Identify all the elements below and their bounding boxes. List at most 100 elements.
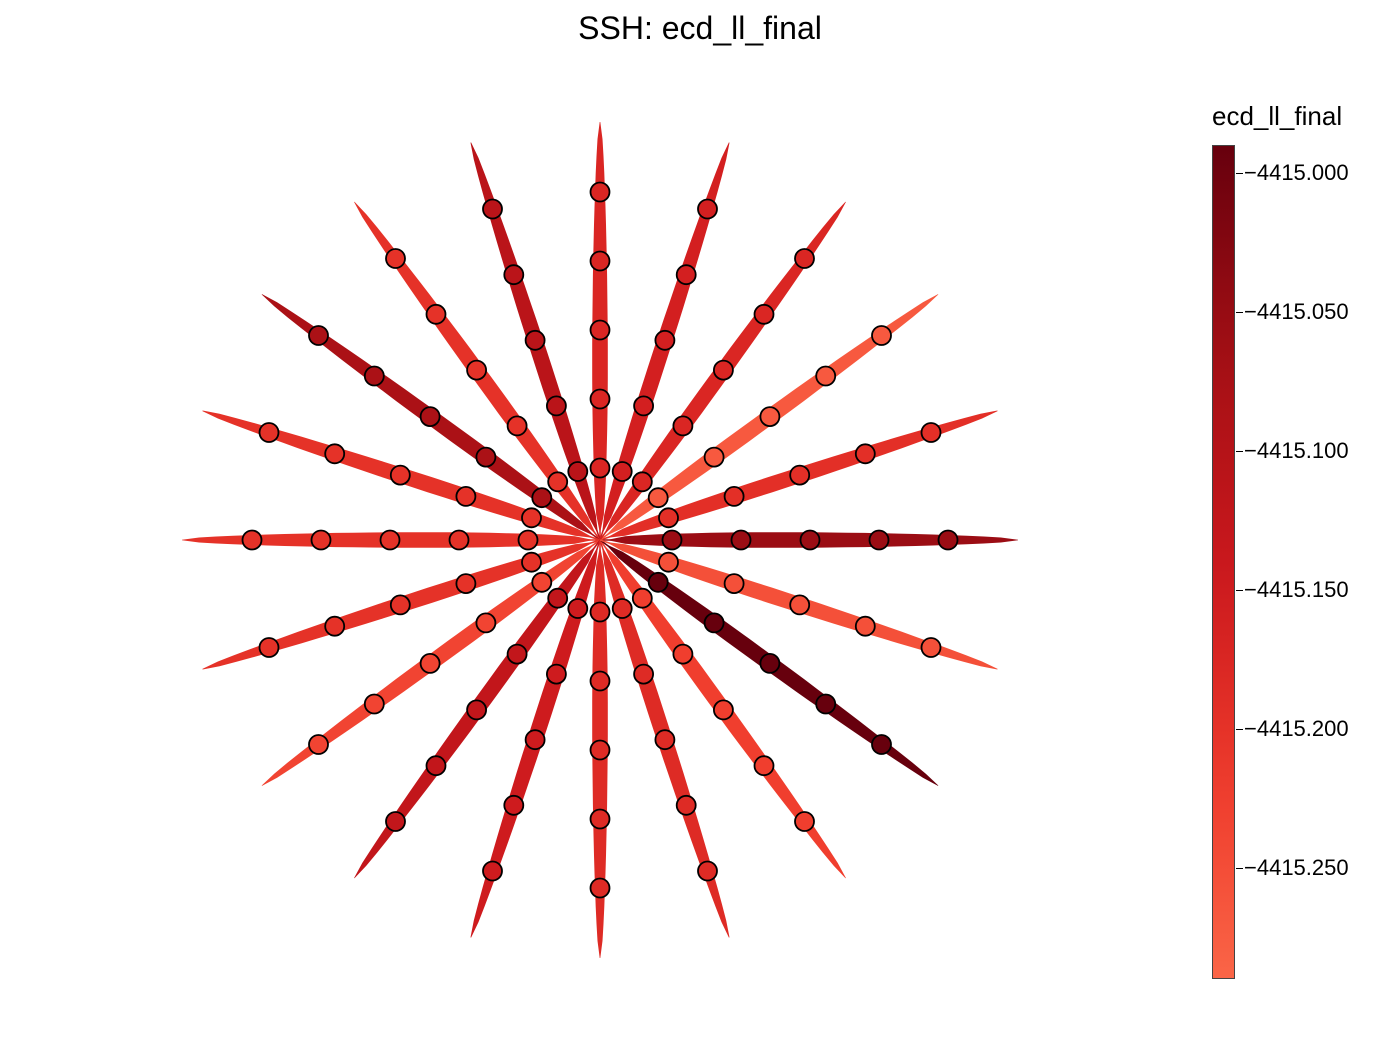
spoke-marker [258, 422, 280, 443]
spoke-marker [547, 587, 569, 609]
spoke-marker [723, 573, 745, 594]
spoke-marker [753, 755, 775, 777]
spoke-marker [868, 529, 890, 551]
spoke-marker [675, 264, 697, 286]
spoke-marker [547, 471, 569, 493]
spoke-marker [324, 615, 346, 637]
colorbar-tick [1236, 450, 1243, 452]
spoke-marker [455, 485, 477, 507]
spoke-marker [611, 461, 633, 482]
spoke-marker [654, 729, 676, 751]
colorbar [1212, 145, 1235, 979]
spoke-marker [455, 573, 477, 594]
spoke-marker [920, 637, 942, 658]
spoke-marker [363, 693, 385, 715]
spoke-marker [697, 860, 718, 882]
spoke-marker [308, 325, 329, 346]
spoke-marker [611, 598, 633, 619]
spoke-marker [815, 693, 837, 715]
spoke-marker [658, 551, 679, 573]
spoke-link [599, 484, 641, 541]
spoke-link [544, 499, 601, 541]
spoke-marker [389, 594, 411, 616]
spoke-marker [589, 250, 611, 272]
spoke-marker [672, 643, 694, 665]
spoke-link [599, 499, 656, 541]
spoke-marker [658, 507, 679, 529]
spoke-marker [419, 406, 441, 428]
chart-title: SSH: ecd_ll_final [578, 10, 822, 46]
spoke-marker [589, 388, 611, 410]
spoke-marker [633, 663, 654, 685]
spoke-marker [589, 457, 611, 479]
spoke-marker [567, 461, 589, 482]
spoke-marker [363, 365, 385, 387]
spoke-marker [466, 699, 488, 721]
spoke-marker [567, 598, 589, 619]
spoke-marker [503, 264, 525, 286]
spoke-marker [759, 653, 781, 674]
colorbar-tick-label: −4415.100 [1244, 437, 1349, 463]
spoke-marker [794, 248, 815, 269]
spoke-marker [531, 487, 553, 509]
spoke-marker [308, 734, 329, 755]
spoke-marker [723, 485, 745, 507]
spoke-marker [448, 529, 470, 551]
spoke-marker [589, 181, 611, 203]
spoke-marker [854, 615, 876, 637]
spoke-marker [675, 794, 697, 816]
spoke-marker [631, 587, 653, 609]
spoke-marker [419, 653, 441, 674]
spoke-marker [531, 571, 553, 593]
spoke-marker [647, 571, 669, 593]
spoke-marker [475, 446, 497, 468]
spoke-marker [521, 507, 542, 529]
spoke-marker [759, 406, 781, 428]
colorbar-tick [1236, 172, 1243, 174]
spoke-link [599, 539, 665, 562]
colorbar-tick-label: −4415.050 [1244, 298, 1349, 324]
colorbar-tick [1236, 728, 1243, 730]
spoke-link [535, 518, 601, 541]
spoke-marker [506, 643, 528, 665]
spoke-marker [713, 699, 734, 721]
spoke-marker [466, 359, 488, 381]
spoke-marker [389, 464, 411, 486]
spoke-link [578, 539, 601, 605]
spoke-marker [794, 811, 815, 832]
spoke-marker [703, 612, 725, 634]
spoke-marker [241, 529, 263, 551]
colorbar-tick-label: −4415.150 [1244, 576, 1349, 602]
spoke-marker [799, 529, 821, 551]
spoke-marker [730, 529, 752, 551]
spoke-marker [672, 415, 694, 437]
spoke-marker [310, 529, 332, 551]
spoke-marker [503, 794, 525, 816]
spoke-marker [753, 303, 775, 325]
spoke-marker [506, 415, 528, 437]
spoke-marker [475, 612, 497, 634]
spoke-marker [789, 464, 811, 486]
colorbar-label: ecd_ll_final [1212, 101, 1343, 131]
spoke-marker [633, 395, 654, 417]
spoke-link [578, 475, 601, 541]
spoke-marker [713, 359, 734, 381]
spoke-marker [703, 446, 725, 468]
spoke-marker [589, 670, 611, 692]
radial-plot [182, 122, 1018, 958]
spoke-marker [521, 551, 542, 573]
spoke-link [535, 539, 601, 562]
spoke-marker [385, 811, 406, 832]
spoke-marker [920, 422, 942, 443]
spoke-link [544, 539, 601, 581]
spoke-marker [546, 395, 567, 417]
spoke-marker [815, 365, 837, 387]
spoke-link [599, 475, 622, 541]
spoke-marker [258, 637, 280, 658]
spoke-marker [524, 329, 546, 351]
spoke-link [599, 539, 656, 581]
spoke-link [559, 484, 601, 541]
spoke-marker [379, 529, 401, 551]
spoke-marker [854, 443, 876, 465]
colorbar-tick-label: −4415.250 [1244, 854, 1349, 880]
